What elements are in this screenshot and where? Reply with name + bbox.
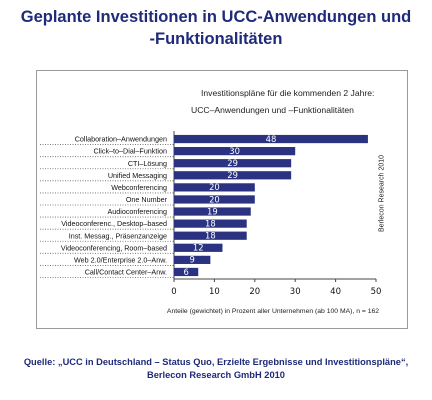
- bar-value-label: 20: [209, 182, 220, 192]
- x-tick-label: 20: [249, 287, 260, 297]
- chart-subtitle: UCC–Anwendungen und –Funktionalitäten: [191, 105, 354, 115]
- category-label: CTI–Lösung: [128, 159, 167, 168]
- bar: [174, 159, 292, 168]
- page-title: Geplante Investitionen in UCC-Anwendunge…: [0, 6, 432, 50]
- bar-value-label: 6: [183, 267, 188, 277]
- x-tick-label: 0: [171, 287, 176, 297]
- category-label: Web 2.0/Enterprise 2.0–Anw.: [74, 255, 167, 264]
- category-label: Videoconferenc., Desktop–based: [61, 219, 167, 228]
- source-line-1: Quelle: „UCC in Deutschland – Status Quo…: [23, 357, 409, 367]
- source-line-2: Berlecon Research GmbH 2010: [147, 370, 285, 380]
- category-label: Videoconferencing, Room–based: [61, 243, 167, 252]
- bar-value-label: 20: [209, 194, 220, 204]
- x-tick-label: 10: [209, 287, 220, 297]
- bar: [174, 195, 255, 204]
- x-tick-label: 50: [371, 287, 382, 297]
- bar-value-label: 30: [229, 146, 240, 156]
- category-label: Unified Messaging: [108, 171, 167, 180]
- page-title-line-1: Geplante Investitionen in UCC-Anwendunge…: [20, 8, 412, 26]
- bar-value-label: 18: [205, 218, 216, 228]
- bar: [174, 207, 251, 216]
- category-label: Collaboration–Anwendungen: [75, 135, 167, 144]
- category-label: Audioconferencing: [107, 207, 167, 216]
- category-label: Inst. Messag., Präsenzanzeige: [69, 231, 167, 240]
- bar: [174, 171, 292, 180]
- bar: [174, 243, 223, 252]
- bar: [174, 147, 296, 156]
- bar: [174, 134, 368, 144]
- bar-value-label: 29: [227, 170, 238, 180]
- bar: [174, 255, 211, 264]
- category-label: One Number: [126, 195, 168, 204]
- chart-title: Investitionspläne für die kommenden 2 Ja…: [201, 88, 375, 98]
- bar-value-label: 29: [227, 158, 238, 168]
- bar: [174, 267, 199, 277]
- bar: [174, 231, 247, 240]
- bar-value-label: 9: [190, 255, 195, 265]
- category-label: Call/Contact Center–Anw.: [85, 268, 167, 277]
- page-title-line-2: -Funktionalitäten: [149, 30, 283, 48]
- source-note: Quelle: „UCC in Deutschland – Status Quo…: [0, 356, 432, 382]
- bar-value-label: 18: [205, 231, 216, 241]
- category-label: Webconferencing: [111, 183, 167, 192]
- category-label: Click–to–Dial–Funktion: [93, 147, 167, 156]
- x-tick-label: 40: [330, 287, 341, 297]
- x-axis-label: Anteile (gewichtet) in Prozent aller Unt…: [167, 308, 379, 315]
- bar: [174, 219, 247, 228]
- bar: [174, 183, 255, 192]
- x-tick-label: 30: [290, 287, 301, 297]
- bar-value-label: 19: [207, 206, 218, 216]
- bar-value-label: 48: [266, 134, 277, 144]
- bar-value-label: 12: [193, 243, 204, 253]
